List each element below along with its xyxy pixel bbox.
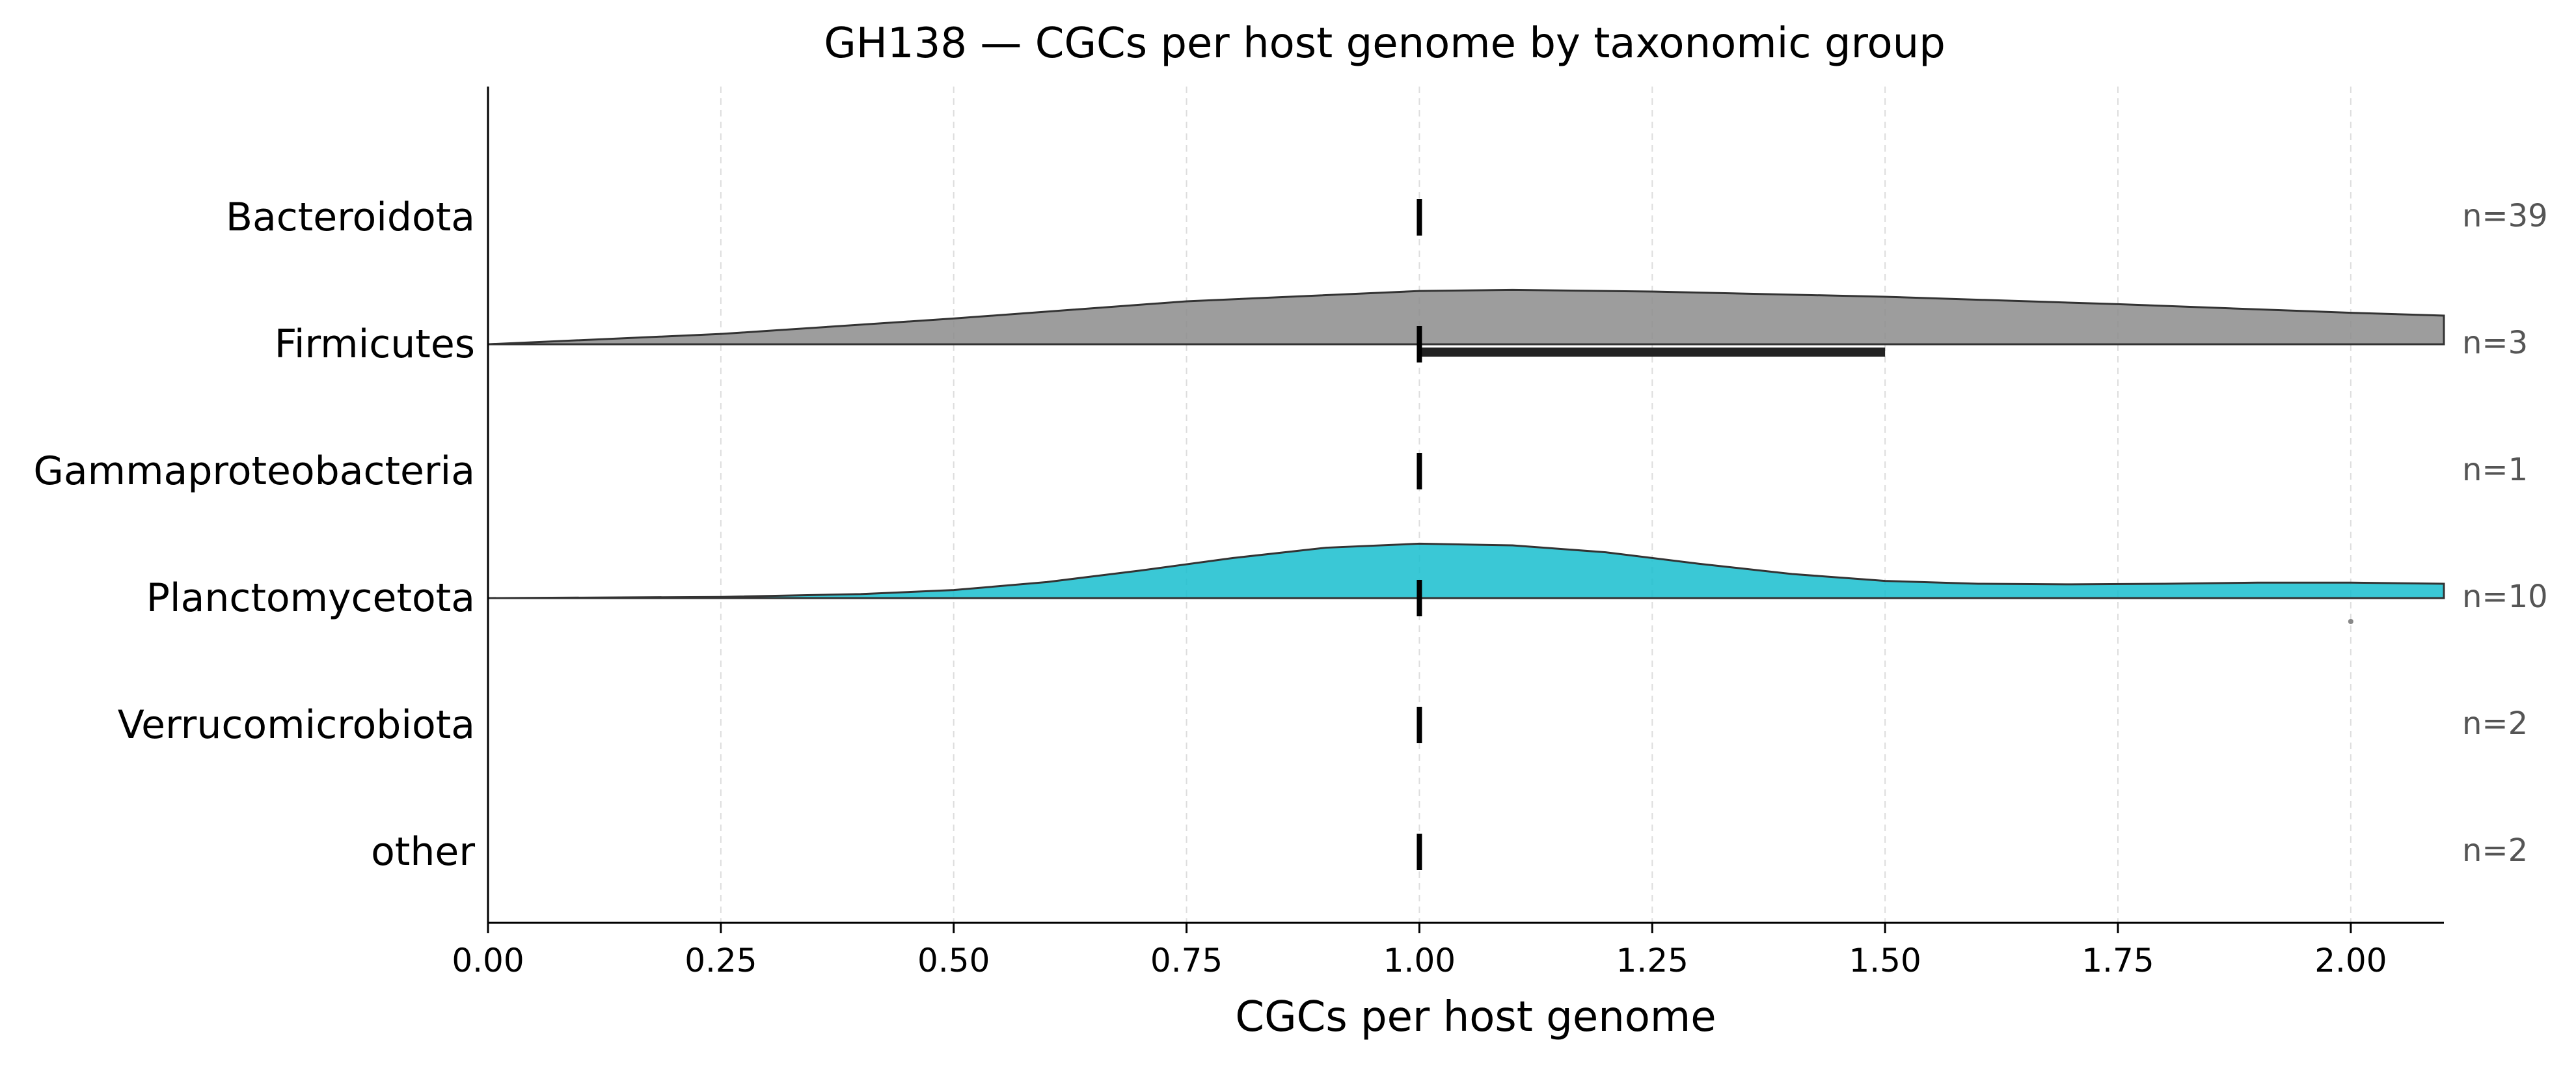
y-label: Verrucomicrobiota <box>118 702 475 748</box>
count-label: n=2 <box>2462 705 2528 742</box>
count-label: n=10 <box>2462 579 2548 615</box>
y-label: Planctomycetota <box>146 575 475 621</box>
x-axis-label: CGCs per host genome <box>1235 993 1716 1041</box>
y-label: Firmicutes <box>275 321 475 367</box>
x-tick-label: 1.00 <box>1383 942 1456 979</box>
outlier-point <box>2348 619 2353 624</box>
y-label: Gammaproteobacteria <box>33 448 475 494</box>
x-tick-label: 1.50 <box>1849 942 1921 979</box>
count-labels: n=39 n=3 n=1 n=10 n=2 n=2 <box>2462 198 2548 869</box>
x-ticks: 0.00 0.25 0.50 0.75 1.00 1.25 1.50 1.75 2.00 <box>452 923 2387 979</box>
y-label: other <box>371 829 475 875</box>
x-tick-label: 0.00 <box>452 942 524 979</box>
violins <box>487 288 2445 599</box>
x-tick-label: 0.75 <box>1150 942 1223 979</box>
x-tick-label: 1.25 <box>1616 942 1688 979</box>
chart-title: GH138 — CGCs per host genome by taxonomi… <box>824 20 1946 68</box>
x-tick-label: 1.75 <box>2081 942 2154 979</box>
violin-firmicutes <box>487 288 2445 346</box>
count-label: n=2 <box>2462 832 2528 869</box>
y-label: Bacteroidota <box>226 195 475 240</box>
count-label: n=3 <box>2462 325 2528 361</box>
count-label: n=1 <box>2462 452 2528 488</box>
y-labels: Bacteroidota Firmicutes Gammaproteobacteri… <box>33 195 475 875</box>
x-tick-label: 2.00 <box>2314 942 2387 979</box>
x-tick-label: 0.25 <box>685 942 757 979</box>
x-tick-label: 0.50 <box>917 942 990 979</box>
axes <box>487 87 2444 924</box>
count-label: n=39 <box>2462 198 2548 234</box>
outlier-points <box>2348 619 2353 624</box>
violin-planctomycetota <box>487 542 2445 599</box>
